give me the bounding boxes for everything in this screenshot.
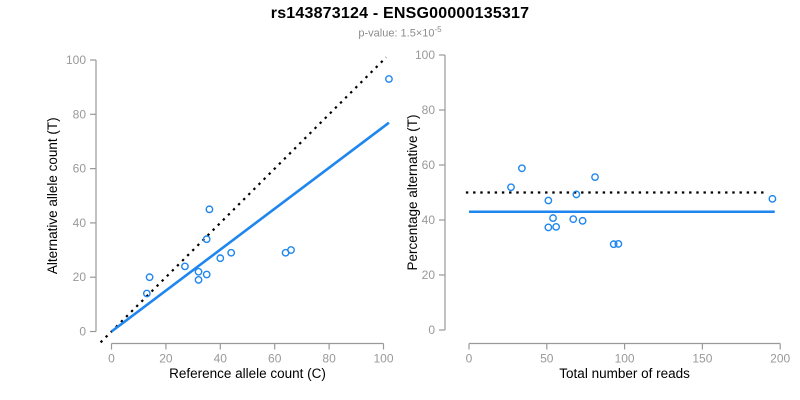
data-point [194, 276, 203, 284]
data-point [181, 262, 189, 271]
figure-title: rs143873124 - ENSG00000135317 [270, 5, 530, 22]
y-tick-label: 80 [422, 103, 436, 117]
data-point [552, 222, 561, 231]
x-tick-label: 0 [466, 352, 473, 366]
pvalue-text: p-value: 1.5×10 [358, 27, 435, 40]
data-point [202, 235, 211, 244]
x-tick-label: 50 [540, 352, 554, 366]
data-point [507, 183, 515, 192]
y-axis-title: Alternative allele count (T) [45, 117, 60, 274]
percentage-scatter-panel: 0 20 40 60 80 100 0 50 100 150 200 Total number of … [405, 48, 791, 381]
data-point [216, 254, 225, 263]
data-point [385, 75, 393, 83]
x-tick-label: 0 [108, 352, 115, 366]
data-point [578, 216, 587, 225]
y-axis-title: Percentage alternative (T) [405, 114, 420, 270]
x-tick-label: 100 [373, 352, 393, 366]
y-tick-label: 20 [73, 270, 87, 284]
y-tick-label: 0 [428, 323, 435, 337]
x-tick-label: 80 [322, 352, 336, 366]
y-tick-label: 40 [73, 216, 87, 230]
y-tick-label: 20 [422, 268, 436, 282]
x-tick-label: 100 [615, 352, 635, 366]
data-point [614, 240, 623, 248]
y-tick-label: 60 [422, 158, 436, 172]
data-point [202, 270, 211, 279]
y-tick-label: 100 [66, 53, 86, 67]
y-tick-label: 80 [73, 107, 87, 121]
data-point [518, 164, 526, 173]
data-point [145, 273, 154, 282]
data-point [609, 240, 618, 249]
x-tick-label: 20 [159, 352, 173, 366]
y-tick-label: 100 [415, 48, 435, 62]
data-point [549, 214, 557, 222]
data-point [768, 194, 777, 203]
x-tick-label: 40 [214, 352, 228, 366]
data-point [569, 215, 578, 224]
data-point [572, 190, 581, 199]
data-point [205, 205, 214, 214]
x-tick-label: 60 [268, 352, 282, 366]
data-point [544, 223, 553, 232]
data-point [194, 267, 203, 276]
data-point [544, 196, 553, 205]
y-tick-label: 0 [79, 325, 86, 339]
data-point [227, 248, 236, 257]
pvalue-exponent: -5 [434, 25, 442, 34]
identity-line [99, 56, 387, 344]
y-tick-label: 60 [73, 162, 87, 176]
data-point [287, 246, 295, 254]
data-point [142, 289, 151, 298]
fit-line [110, 121, 390, 333]
allele-count-scatter-panel: 0 20 40 60 80 100 0 20 40 60 80 100 Reference allele… [45, 53, 394, 381]
y-tick-label: 40 [422, 213, 436, 227]
x-tick-label: 150 [692, 352, 712, 366]
figure-subtitle: p-value: 1.5×10-5 [0, 25, 800, 40]
data-point [591, 173, 599, 182]
x-axis-title: Reference allele count (C) [169, 366, 326, 381]
x-tick-label: 200 [770, 352, 790, 366]
x-axis-title: Total number of reads [559, 366, 690, 381]
